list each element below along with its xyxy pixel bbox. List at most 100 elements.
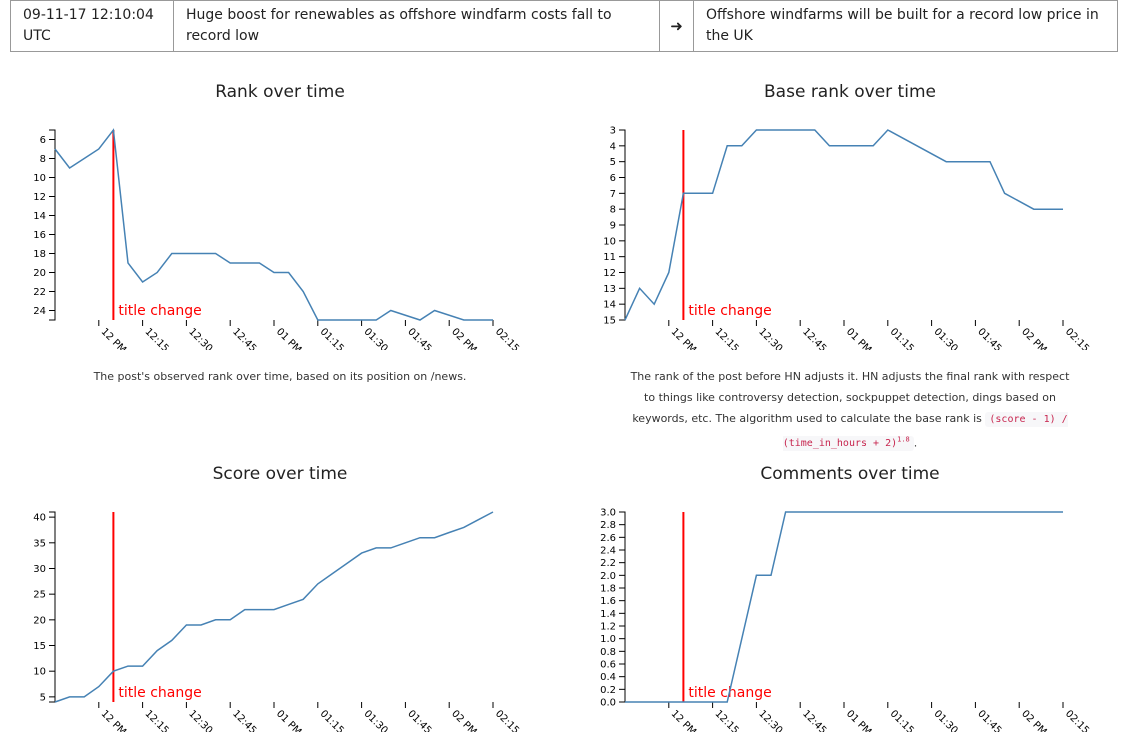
rank-panel: Rank over time 6 8 10 12 14 16 18 20 22 24 12 PM 12… [0,80,560,400]
x-tick-label: 12:15 [712,326,740,350]
y-tick-label: 14 [33,211,46,222]
y-tick-label: 6 [610,173,616,184]
x-tick-label: 12 PM [99,708,128,732]
score-panel: Score over time 5 10 15 20 25 30 35 40 12 PM 12:1… [0,462,560,741]
title-change-label: title change [118,303,201,319]
y-tick-label: 2.2 [600,558,616,569]
y-tick-label: 1.0 [600,634,616,645]
x-tick-label: 01:30 [931,326,959,350]
y-tick-label: 20 [33,268,46,279]
y-tick-label: 2.0 [600,571,616,582]
title-change-label: title change [688,303,771,319]
y-tick-label: 0.4 [600,672,616,683]
y-tick-label: 11 [603,252,616,263]
chart-title: Rank over time [215,82,345,102]
title-change-table: 09-11-17 12:10:04 UTC Huge boost for ren… [10,0,1118,52]
x-tick-label: 12:45 [800,708,828,732]
series-line [54,128,493,321]
y-tick-label: 7 [610,189,616,200]
caption-end: . [913,436,918,450]
x-tick-label: 01:15 [318,708,346,732]
y-tick-label: 3 [610,126,616,137]
x-tick-label: 01:15 [318,326,346,350]
y-tick-label: 12 [33,192,46,203]
base-rank-caption: The rank of the post before HN adjusts i… [628,366,1072,454]
series-line [624,129,1063,321]
x-tick-label: 12:45 [230,708,258,732]
x-tick-label: 01 PM [274,708,303,732]
chart-title: Comments over time [760,464,940,484]
y-axis-line [49,511,56,703]
rank-chart: 6 8 10 12 14 16 18 20 22 24 12 PM 12:15 12:30 12:45 01… [33,128,521,350]
x-tick-label: 01:30 [931,708,959,732]
series-line [625,511,1063,703]
x-tick-label: 01:30 [361,708,389,732]
y-axis-line [49,129,56,321]
y-tick-label: 24 [33,306,46,317]
y-tick-label: 5 [40,692,46,703]
y-axis-line [619,511,626,703]
x-tick-label: 01:15 [888,708,916,732]
y-tick-label: 22 [33,287,46,298]
y-tick-label: 15 [603,316,616,327]
y-tick-label: 35 [33,538,46,549]
x-tick-label: 12 PM [669,708,698,732]
y-tick-label: 3.0 [600,508,616,519]
x-tick-label: 02:15 [493,326,521,350]
y-tick-label: 1.4 [600,609,616,620]
x-tick-label: 02 PM [1019,326,1048,350]
x-tick-label: 02 PM [1019,708,1048,732]
y-tick-label: 2.8 [600,520,616,531]
comments-chart: 0.0 0.2 0.40.6 0.8 1.01.2 1.4 1.61.8 2.0 2.22.4 2… [600,508,1091,733]
y-tick-label: 12 [603,268,616,279]
title-change-label: title change [688,685,771,701]
y-tick-label: 13 [603,284,616,295]
x-tick-label: 02 PM [449,708,478,732]
y-tick-label: 0.6 [600,660,616,671]
x-tick-label: 12 PM [99,326,128,350]
x-tick-label: 12:30 [186,708,214,732]
x-tick-label: 12:15 [712,708,740,732]
formula-text: (score - 1) / (time_in_hours + 2) [782,414,1068,450]
x-tick-label: 01 PM [844,708,873,732]
x-tick-label: 12:15 [142,708,170,732]
score-chart: 5 10 15 20 25 30 35 40 12 PM 12:15 12:30 12:45 01 PM… [33,511,521,732]
title-change-label: title change [118,685,201,701]
x-tick-label: 01:45 [975,708,1003,732]
y-tick-label: 9 [610,221,616,232]
y-tick-label: 6 [40,135,46,146]
x-tick-label: 01 PM [844,326,873,350]
y-tick-label: 5 [610,157,616,168]
y-tick-label: 1.2 [600,622,616,633]
y-tick-label: 8 [610,205,616,216]
x-tick-label: 02:15 [1063,326,1091,350]
x-tick-label: 12:30 [756,326,784,350]
y-tick-label: 2.6 [600,533,616,544]
y-tick-label: 1.6 [600,596,616,607]
base-rank-chart: 3 4 5 6 7 8 9 10 11 12 13 14 15 12 PM 12:15 12:30 12:45 0… [603,126,1091,351]
x-tick-label: 12:15 [142,326,170,350]
y-tick-label: 20 [33,615,46,626]
x-tick-label: 12:45 [230,326,258,350]
comments-panel: Comments over time 0.0 0.2 0.4 0.6 0.8 1.0 1.2… [570,462,1130,741]
x-tick-label: 01:30 [361,326,389,350]
formula-exponent: 1.8 [897,436,910,444]
timestamp: 09-11-17 12:10:04 UTC [10,0,174,52]
y-tick-label: 4 [610,141,616,152]
x-tick-label: 01:45 [405,326,433,350]
old-title: Huge boost for renewables as offshore wi… [173,0,660,52]
x-tick-label: 12:45 [800,326,828,350]
y-tick-label: 0.0 [600,698,616,709]
series-line [54,511,494,703]
x-tick-label: 12:30 [186,326,214,350]
rank-caption: The post's observed rank over time, base… [93,370,467,383]
base-rank-panel: Base rank over time 3 4 5 6 7 8 9 10 11 12 13 14 15 1… [570,80,1130,400]
y-tick-label: 0.8 [600,647,616,658]
x-tick-label: 02:15 [493,708,521,732]
x-tick-label: 12 PM [669,326,698,350]
caption-text: The rank of the post before HN adjusts i… [630,370,1070,425]
y-tick-label: 10 [603,236,616,247]
y-tick-label: 25 [33,590,46,601]
x-tick-label: 01:45 [405,708,433,732]
title-change-row: 09-11-17 12:10:04 UTC Huge boost for ren… [10,0,1118,52]
